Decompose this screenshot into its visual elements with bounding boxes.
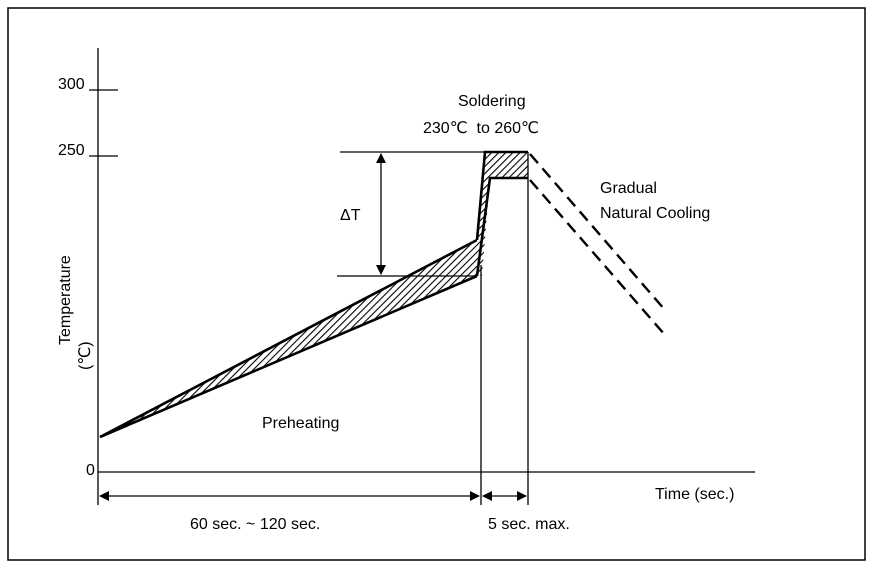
cooling-label-line2: Natural Cooling <box>600 205 710 222</box>
outer-border <box>7 7 866 561</box>
y-axis-unit: (℃) <box>77 341 94 370</box>
y-tick-300: 300 <box>58 76 85 93</box>
preheat-upper-curve <box>99 238 478 439</box>
cooling-upper-dash <box>529 153 666 311</box>
soldering-range-label: 230℃ to 260℃ <box>423 120 539 137</box>
delta-t-label: ΔT <box>340 207 361 224</box>
cooling-lower-dash <box>529 179 666 336</box>
y-axis-title: Temperature <box>57 255 74 345</box>
y-tick-0: 0 <box>86 462 95 479</box>
preheating-label: Preheating <box>262 415 339 432</box>
soldering-label: Soldering <box>458 93 526 110</box>
solder-duration-label: 5 sec. max. <box>488 516 570 533</box>
preheat-duration-label: 60 sec. ~ 120 sec. <box>190 516 320 533</box>
preheat-lower-curve <box>99 274 478 439</box>
cooling-label-line1: Gradual <box>600 180 657 197</box>
x-axis-title: Time (sec.) <box>655 486 734 503</box>
y-tick-250: 250 <box>58 142 85 159</box>
ramp-lower-curve <box>475 176 528 277</box>
